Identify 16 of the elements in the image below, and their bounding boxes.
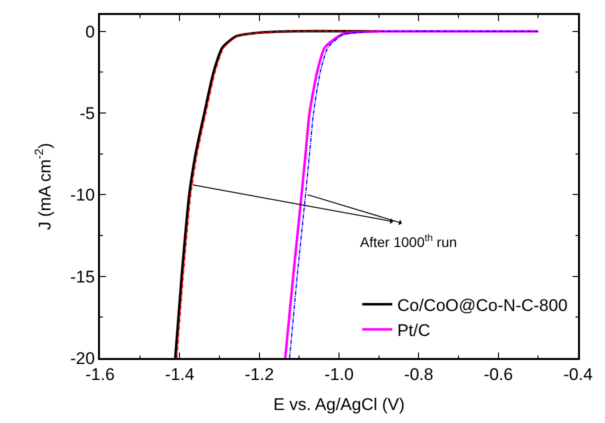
y-tick-label: -5 bbox=[80, 104, 95, 123]
x-tick-label: -1.4 bbox=[165, 365, 194, 384]
y-tick-label: 0 bbox=[85, 22, 95, 42]
legend-label: Pt/C bbox=[397, 320, 430, 340]
x-tick-label: -1.6 bbox=[85, 365, 115, 384]
y-tick-label: -10 bbox=[70, 186, 95, 205]
y-tick-label: -15 bbox=[70, 267, 95, 286]
x-axis-title: E vs. Ag/AgCl (V) bbox=[273, 395, 405, 414]
x-tick-label: -1.0 bbox=[324, 365, 354, 384]
x-tick-label: -0.8 bbox=[404, 365, 434, 384]
annotation: After 1000$^{th}$ run bbox=[360, 233, 457, 250]
x-tick-label: -0.4 bbox=[563, 365, 593, 384]
legend-label: Co/CoO@Co-N-C-800 bbox=[397, 296, 568, 315]
x-tick-label: -1.2 bbox=[244, 365, 274, 384]
y-tick-label: -20 bbox=[70, 348, 95, 368]
x-tick-label: -0.6 bbox=[484, 365, 513, 384]
